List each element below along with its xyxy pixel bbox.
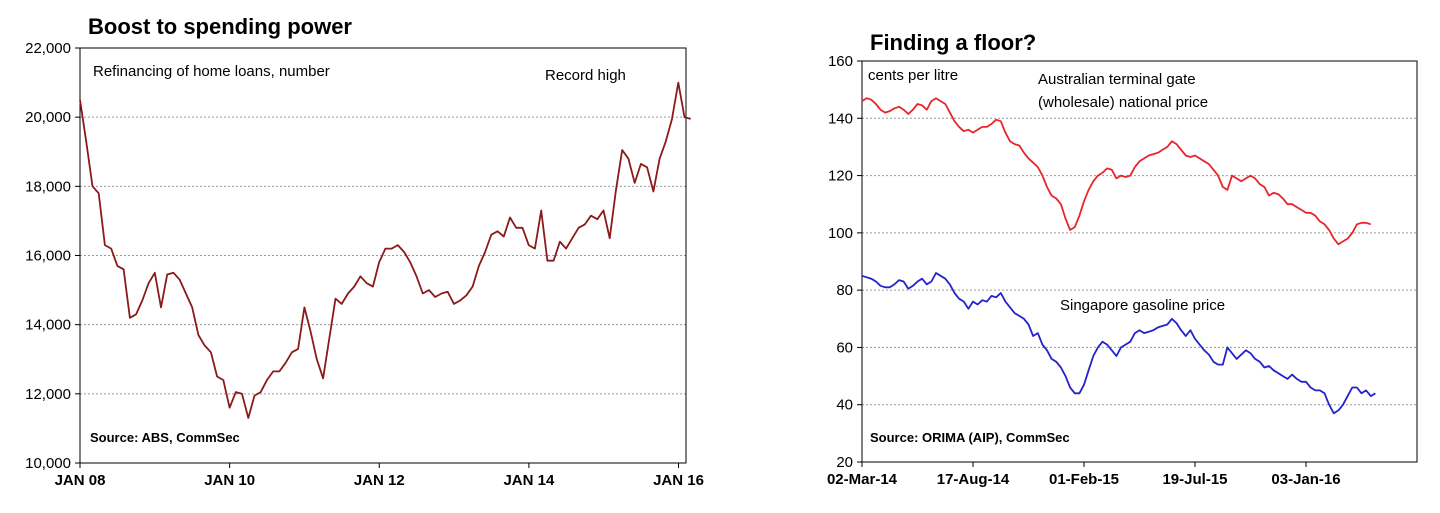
series-label-terminal-gate-line1: Australian terminal gate [1038, 71, 1196, 88]
y-tick-label: 20,000 [25, 109, 71, 126]
chart-title: Finding a floor? [870, 30, 1037, 55]
annotation-record-high: Record high [545, 67, 626, 84]
y-tick-label: 40 [836, 397, 853, 414]
refinancing-chart-svg: 10,000 12,000 14,000 16,000 18,000 20,000 22,0… [25, 40, 704, 489]
fuel-price-chart-panel: Finding a floor? 20 40 60 80 100 120 140 160 02-… [720, 0, 1440, 513]
y-tick-label: 60 [836, 339, 853, 356]
singapore-gasoline-series-line [861, 272, 1376, 415]
plot-frame [861, 60, 1418, 463]
chart-source: Source: ABS, CommSec [90, 430, 240, 445]
y-tick-label: 140 [828, 110, 853, 127]
y-tick-label: 100 [828, 225, 853, 242]
y-axis-unit-label: cents per litre [868, 67, 958, 84]
y-tick-label: 160 [828, 53, 853, 70]
x-tick-label: JAN 14 [503, 472, 555, 489]
refinancing-series-line [79, 81, 691, 419]
series-label-terminal-gate-line2: (wholesale) national price [1038, 94, 1208, 111]
y-tick-label: 22,000 [25, 40, 71, 57]
chart-source: Source: ORIMA (AIP), CommSec [870, 430, 1070, 445]
y-tick-label: 14,000 [25, 317, 71, 334]
x-tick-label: 01-Feb-15 [1049, 471, 1119, 488]
x-tick-label: JAN 16 [653, 472, 704, 489]
series-label-singapore-gasoline: Singapore gasoline price [1060, 297, 1225, 314]
y-tick-label: 18,000 [25, 178, 71, 195]
x-tick-label: 19-Jul-15 [1162, 471, 1227, 488]
x-tick-label: JAN 10 [204, 472, 255, 489]
x-tick-label: 02-Mar-14 [827, 471, 898, 488]
terminal-gate-series-line [861, 97, 1372, 246]
x-tick-label: 03-Jan-16 [1271, 471, 1340, 488]
plot-frame [79, 47, 687, 464]
chart-subtitle: Refinancing of home loans, number [93, 63, 330, 80]
y-tick-label: 20 [836, 454, 853, 471]
x-tick-label: JAN 08 [55, 472, 106, 489]
y-tick-label: 80 [836, 282, 853, 299]
chart-title: Boost to spending power [88, 14, 352, 39]
y-tick-label: 16,000 [25, 248, 71, 265]
fuel-price-chart-svg: 20 40 60 80 100 120 140 160 02-Mar-14 17-Aug-14 01… [827, 53, 1418, 488]
y-tick-label: 12,000 [25, 386, 71, 403]
refinancing-chart-panel: Boost to spending power 10,000 12,000 14,0… [25, 14, 704, 489]
x-tick-label: JAN 12 [354, 472, 405, 489]
x-tick-label: 17-Aug-14 [937, 471, 1010, 488]
y-tick-label: 120 [828, 168, 853, 185]
y-tick-label: 10,000 [25, 455, 71, 472]
